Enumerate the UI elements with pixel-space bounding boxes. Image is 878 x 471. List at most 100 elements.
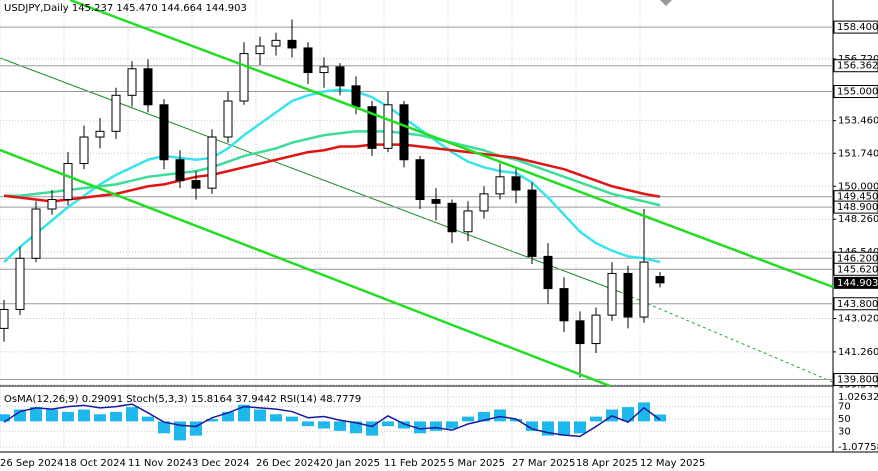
x-tick-label: 11 Feb 2025 bbox=[384, 458, 446, 469]
osma-bar bbox=[110, 411, 122, 422]
candle-body bbox=[415, 159, 425, 201]
osma-bar bbox=[638, 402, 650, 422]
current-price-label: 144.903 bbox=[837, 278, 878, 289]
x-tick-label: 3 Dec 2024 bbox=[192, 458, 250, 469]
rsi-tick-label: 50 bbox=[838, 414, 851, 425]
osma-bar bbox=[286, 416, 298, 422]
osma-bar bbox=[574, 421, 586, 434]
candle-body bbox=[287, 39, 297, 49]
level-label-box bbox=[833, 373, 878, 387]
candle-body bbox=[127, 68, 137, 96]
y-tick-label: 148.260 bbox=[838, 214, 878, 225]
x-tick-label: 26 Sep 2024 bbox=[0, 458, 63, 469]
trend-line-projection bbox=[619, 291, 834, 383]
y-tick-label: 153.460 bbox=[838, 116, 878, 127]
osma-bar bbox=[590, 416, 602, 422]
candle-body bbox=[31, 208, 41, 259]
candle-body bbox=[63, 163, 73, 201]
osma-bar bbox=[206, 419, 218, 422]
trend-channel-upper bbox=[69, 0, 834, 289]
osma-bar bbox=[270, 414, 282, 422]
osma-bar bbox=[494, 409, 506, 422]
candle-body bbox=[95, 130, 105, 138]
candle-body bbox=[383, 104, 393, 149]
candle-body bbox=[303, 47, 313, 74]
osma-bar bbox=[478, 411, 490, 422]
candle-body bbox=[175, 159, 185, 182]
osma-bar bbox=[158, 421, 170, 434]
chart-title: USDJPY,Daily 145.237 145.470 144.664 144… bbox=[4, 3, 247, 14]
osma-bar bbox=[510, 419, 522, 422]
candle-body bbox=[255, 45, 265, 55]
y-tick-label: 151.740 bbox=[838, 148, 878, 159]
osma-bar bbox=[558, 421, 570, 436]
osma-bar bbox=[622, 407, 634, 422]
level-label-box bbox=[833, 262, 878, 276]
rsi-tick-label: 30 bbox=[838, 426, 851, 437]
osma-bar bbox=[654, 414, 666, 422]
osma-bar bbox=[302, 421, 314, 427]
x-tick-label: 12 May 2025 bbox=[640, 458, 705, 469]
candle-body bbox=[591, 314, 601, 345]
candle-body bbox=[447, 202, 457, 233]
osma-bar bbox=[126, 407, 138, 422]
candle-body bbox=[639, 261, 649, 318]
candle-body bbox=[335, 66, 345, 87]
rsi-line bbox=[3, 403, 661, 438]
candle-body bbox=[559, 288, 569, 322]
candle-body bbox=[655, 276, 665, 284]
level-label: 143.800 bbox=[837, 299, 878, 310]
level-label: 155.000 bbox=[837, 87, 878, 98]
candle-body bbox=[351, 85, 361, 108]
candle-body bbox=[15, 257, 25, 310]
level-label-box bbox=[833, 59, 878, 73]
candle-body bbox=[271, 39, 281, 47]
candle-body bbox=[527, 189, 537, 257]
osma-bar bbox=[334, 421, 346, 431]
candle-body bbox=[111, 94, 121, 132]
osma-bar bbox=[222, 411, 234, 422]
osma-bar bbox=[462, 416, 474, 422]
osma-bar bbox=[238, 404, 250, 422]
osma-bar bbox=[382, 421, 394, 427]
candle-body bbox=[463, 210, 473, 233]
candle-body bbox=[623, 272, 633, 318]
moving-average bbox=[4, 130, 661, 207]
x-tick-label: 11 Nov 2024 bbox=[128, 458, 192, 469]
level-label-box bbox=[833, 85, 878, 99]
osma-bar bbox=[30, 407, 42, 422]
candle-body bbox=[399, 104, 409, 161]
y-tick-label: 143.020 bbox=[838, 314, 878, 325]
trend-line bbox=[0, 57, 621, 293]
level-label: 145.620 bbox=[837, 264, 878, 275]
y-tick-label: 150.000 bbox=[838, 181, 878, 192]
level-label: 158.400 bbox=[837, 22, 878, 33]
trend-channel-lower bbox=[0, 148, 611, 388]
candle-body bbox=[543, 255, 553, 290]
osma-bar bbox=[446, 421, 458, 429]
osma-bar bbox=[14, 409, 26, 422]
osma-bar bbox=[430, 421, 442, 431]
osma-bar bbox=[94, 414, 106, 422]
indicator-title: OsMA(12,26,9) 0.29091 Stoch(5,3,3) 15.81… bbox=[4, 394, 361, 405]
current-price-box bbox=[834, 276, 878, 289]
candle-body bbox=[207, 136, 217, 189]
scroll-marker bbox=[660, 0, 672, 6]
candle-body bbox=[223, 100, 233, 138]
y-tick-label: 141.260 bbox=[838, 347, 878, 358]
rsi-tick-label: 70 bbox=[838, 402, 851, 413]
candle-body bbox=[431, 199, 441, 204]
candle-body bbox=[495, 176, 505, 195]
candle-body bbox=[79, 136, 89, 165]
level-label-box bbox=[833, 20, 878, 34]
candle-body bbox=[47, 199, 57, 210]
level-label: 139.800 bbox=[837, 375, 878, 386]
candle-body bbox=[479, 193, 489, 212]
osma-bar bbox=[142, 416, 154, 422]
candle-body bbox=[191, 180, 201, 189]
level-label-box bbox=[833, 200, 878, 214]
x-tick-label: 5 Mar 2025 bbox=[448, 458, 505, 469]
osma-bar bbox=[414, 421, 426, 434]
x-tick-label: 18 Apr 2025 bbox=[576, 458, 638, 469]
